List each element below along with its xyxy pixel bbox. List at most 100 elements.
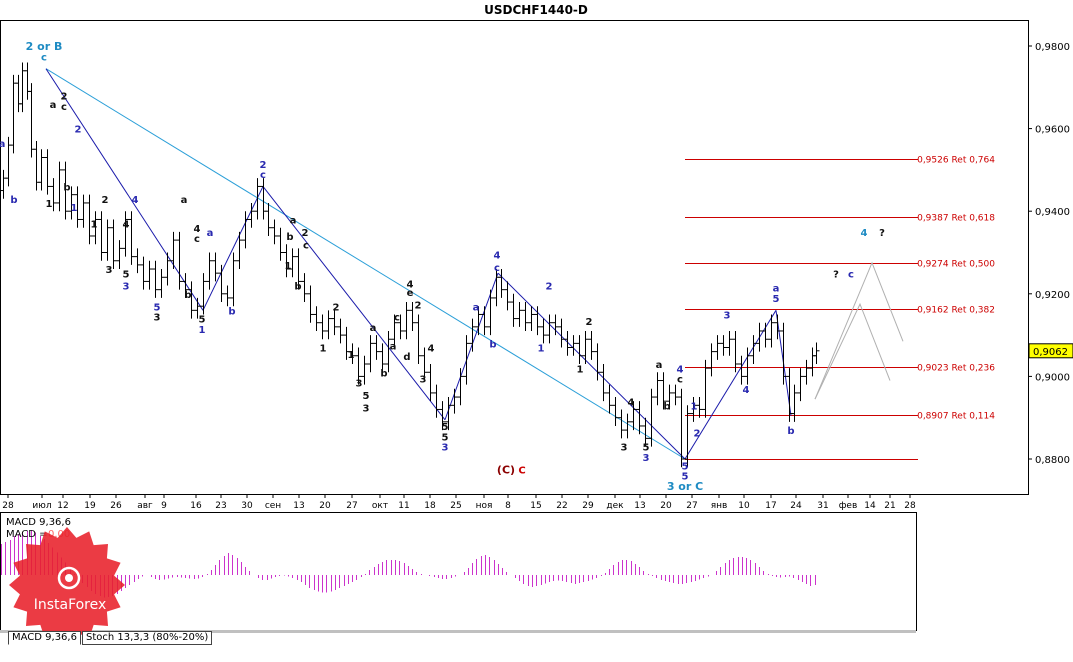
x-tick-label: окт bbox=[372, 501, 388, 511]
x-tick-label: 9 bbox=[161, 501, 167, 511]
x-tick-label: 13 bbox=[634, 501, 645, 511]
x-tick-label: 24 bbox=[790, 501, 802, 511]
wave-label: 4 bbox=[132, 195, 139, 206]
x-tick-label: авг bbox=[137, 501, 153, 511]
wave-label: 4 bbox=[743, 385, 750, 396]
wave-label: 1 bbox=[199, 325, 206, 336]
wave-segment bbox=[45, 68, 204, 311]
wave-label: a bbox=[50, 100, 57, 111]
x-tick-label: 11 bbox=[398, 501, 409, 511]
instaforex-logo-core bbox=[65, 574, 73, 582]
wave-label: 2 bbox=[415, 300, 422, 311]
wave-label: a bbox=[370, 323, 377, 334]
wave-label: 5 bbox=[682, 461, 689, 472]
wave-label: 3 or C bbox=[667, 480, 703, 493]
wave-label: 1 bbox=[46, 199, 53, 210]
wave-label: 3 bbox=[420, 375, 427, 386]
wave-label: ? bbox=[879, 228, 885, 239]
x-tick-label: 15 bbox=[530, 501, 541, 511]
x-tick-label: 14 bbox=[864, 501, 876, 511]
wave-label: 4 bbox=[861, 228, 868, 239]
fib-level-label: 0,9387 Ret 0,618 bbox=[917, 214, 995, 224]
wave-label: 3 bbox=[356, 379, 363, 390]
x-tick-label: фев bbox=[839, 501, 858, 511]
chart-title: USDCHF1440-D bbox=[484, 3, 588, 17]
wave-label: 2 bbox=[333, 302, 340, 313]
x-tick-label: 12 bbox=[57, 501, 68, 511]
fib-level-label: 0,9023 Ret 0,236 bbox=[917, 364, 995, 374]
x-tick-label: 30 bbox=[241, 501, 253, 511]
instaforex-badge bbox=[9, 527, 125, 643]
wave-label: 2 bbox=[302, 228, 309, 239]
wave-label: 3 bbox=[154, 313, 161, 324]
wave-label: 2 bbox=[586, 317, 593, 328]
wave-label: 2 bbox=[694, 428, 701, 439]
wave-label: 1 bbox=[691, 401, 698, 412]
wave-label: 2 bbox=[61, 92, 68, 103]
wave-label: 4 bbox=[194, 224, 201, 235]
wave-label: 1 bbox=[285, 261, 292, 272]
wave-label: 3 bbox=[621, 443, 628, 454]
wave-label: a bbox=[773, 284, 780, 295]
wave-segment bbox=[684, 310, 777, 460]
wave-label: 1 bbox=[71, 203, 78, 214]
wave-label: 3 bbox=[442, 443, 449, 454]
wave-label: a bbox=[290, 216, 297, 227]
wave-label: c bbox=[494, 263, 500, 274]
trend-line bbox=[45, 68, 686, 460]
wave-label: c bbox=[677, 375, 683, 386]
y-tick-label: 0,9200 bbox=[1035, 290, 1070, 301]
x-tick-label: 25 bbox=[450, 501, 461, 511]
wave-label: 3 bbox=[363, 404, 370, 415]
macd-title: MACD 9,36,6 bbox=[6, 517, 71, 528]
wave-label: e bbox=[407, 288, 414, 299]
projection-path bbox=[814, 302, 891, 400]
wave-label: b bbox=[63, 183, 70, 194]
wave-label: b bbox=[380, 368, 387, 379]
x-tick-label: 27 bbox=[346, 501, 357, 511]
wave-label: 1 bbox=[577, 364, 584, 375]
x-tick-label: 29 bbox=[582, 501, 594, 511]
wave-label: 4 bbox=[407, 280, 414, 291]
x-tick-label: июл bbox=[32, 501, 51, 511]
wave-label: b bbox=[228, 306, 235, 317]
x-tick-label: 28 bbox=[2, 501, 14, 511]
wave-label: 5 bbox=[773, 294, 780, 305]
x-tick-label: 26 bbox=[110, 501, 122, 511]
wave-label: a bbox=[390, 342, 397, 353]
price-plot-frame bbox=[0, 20, 1029, 495]
wave-label: c bbox=[194, 234, 200, 245]
x-tick-label: 28 bbox=[904, 501, 916, 511]
wave-label: 5 bbox=[643, 443, 650, 454]
current-price-tag bbox=[1028, 343, 1073, 359]
wave-label: b bbox=[10, 195, 17, 206]
y-tick-label: 0,9800 bbox=[1035, 42, 1070, 53]
wave-label: 2 bbox=[102, 195, 109, 206]
wave-label: 4 bbox=[677, 364, 684, 375]
wave-label: 5 bbox=[682, 472, 689, 483]
wave-label: a bbox=[0, 139, 5, 150]
projection-path bbox=[814, 261, 904, 400]
x-tick-label: ноя bbox=[476, 501, 493, 511]
wave-label: 1 bbox=[91, 220, 98, 231]
y-tick-label: 0,8800 bbox=[1035, 455, 1070, 466]
wave-label: 3 bbox=[643, 453, 650, 464]
wave-label: 5 bbox=[363, 391, 370, 402]
wave-label: 5 bbox=[199, 315, 206, 326]
current-price-label: 0,9062 bbox=[1033, 347, 1068, 358]
wave-segment bbox=[497, 272, 686, 460]
macd-panel-scrollbar bbox=[0, 630, 916, 633]
wave-label: 3 bbox=[724, 311, 731, 322]
wave-label: a bbox=[181, 195, 188, 206]
x-tick-label: 31 bbox=[817, 501, 828, 511]
x-tick-label: 19 bbox=[84, 501, 96, 511]
tab-stoch[interactable]: Stoch 13,3,3 (80%-20%) bbox=[81, 631, 213, 645]
wave-label: a bbox=[207, 228, 214, 239]
wave-label: c bbox=[41, 52, 47, 63]
fib-level-label: 0,9274 Ret 0,500 bbox=[917, 260, 995, 270]
wave-label: 5 bbox=[442, 432, 449, 443]
x-tick-label: 23 bbox=[215, 501, 226, 511]
tab-macd[interactable]: MACD 9,36,6 bbox=[8, 631, 81, 645]
